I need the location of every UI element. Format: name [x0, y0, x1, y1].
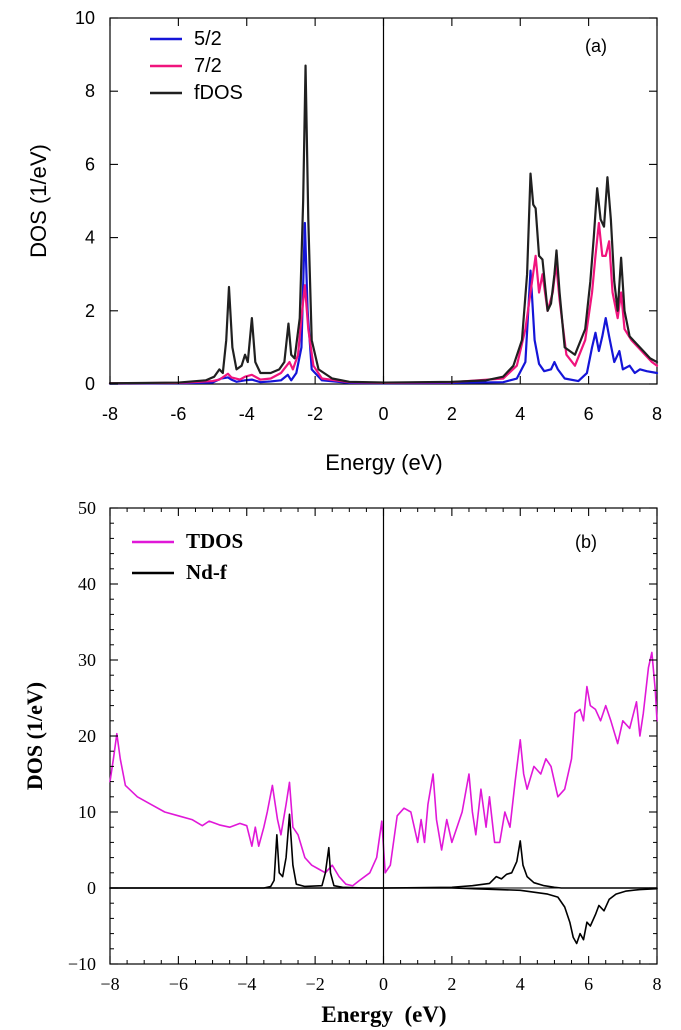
panel-b-legend: TDOS Nd-f	[132, 529, 243, 584]
panel-b-x-tick-label: −4	[237, 974, 256, 994]
panel-a-label: (a)	[585, 36, 607, 56]
panel-b-y-tick-label: 30	[78, 650, 96, 670]
panel-b-x-tick-label: −6	[169, 974, 188, 994]
panel-b-x-tick-label: −2	[306, 974, 325, 994]
panel-a-y-tick-label: 8	[85, 81, 95, 101]
panel-b-y-tick-label: 10	[78, 802, 96, 822]
panel-b-label: (b)	[575, 532, 597, 552]
panel-a-y-tick-label: 0	[85, 374, 95, 394]
panel-a-x-tick-label: -4	[239, 404, 255, 424]
panel-a-y-axis-label: DOS (1/eV)	[26, 144, 51, 258]
panel-a-ticks: -8 -6 -4 -2 0 2 4 6 8 0 2 4 6 8 10	[75, 8, 662, 424]
panel-a-y-tick-label: 2	[85, 301, 95, 321]
panel-a-x-tick-label: 4	[515, 404, 525, 424]
panel-a-x-tick-label: 2	[447, 404, 457, 424]
panel-b-y-tick-label: 50	[78, 498, 96, 518]
panel-b-y-tick-label: 40	[78, 574, 96, 594]
panel-b-y-tick-label: 0	[87, 878, 96, 898]
panel-a-y-tick-label: 6	[85, 154, 95, 174]
panel-a-x-tick-label: -2	[307, 404, 323, 424]
panel-a-x-tick-label: 6	[584, 404, 594, 424]
panel-a-x-tick-label: -8	[102, 404, 118, 424]
panel-b-legend-label-tdos: TDOS	[186, 529, 243, 553]
panel-b-x-tick-label: 6	[584, 974, 593, 994]
panel-b-x-tick-label: 0	[379, 974, 388, 994]
panel-b-y-tick-label: −10	[68, 954, 96, 974]
panel-a-legend-label-fdos: fDOS	[194, 82, 243, 104]
panel-a-legend-label-7-2: 7/2	[194, 55, 222, 77]
panel-b-x-tick-label: 2	[447, 974, 456, 994]
panel-b-x-tick-label: 8	[653, 974, 662, 994]
panel-b-y-tick-label: 20	[78, 726, 96, 746]
panel-a-x-tick-label: -6	[170, 404, 186, 424]
panel-a-x-tick-label: 0	[378, 404, 388, 424]
panel-a-y-tick-label: 10	[75, 8, 95, 28]
panel-b-x-tick-label: 4	[516, 974, 525, 994]
panel-a-x-axis-label: Energy (eV)	[325, 450, 442, 475]
panel-a-x-tick-label: 8	[652, 404, 662, 424]
panel-a-legend-label-5-2: 5/2	[194, 28, 222, 50]
panel-b-x-tick-label: −8	[100, 974, 119, 994]
panel-b-legend-label-nd-f: Nd-f	[186, 560, 228, 584]
panel-a-y-tick-label: 4	[85, 228, 95, 248]
panel-b-x-axis-label: Energy (eV)	[321, 1002, 446, 1027]
panel-b-y-axis-label: DOS (1/eV)	[22, 682, 47, 790]
panel-a-legend: 5/2 7/2 fDOS	[150, 28, 243, 104]
panel-a: -8 -6 -4 -2 0 2 4 6 8 0 2 4 6 8 10 Energy (eV) DOS (1/…	[26, 8, 662, 475]
